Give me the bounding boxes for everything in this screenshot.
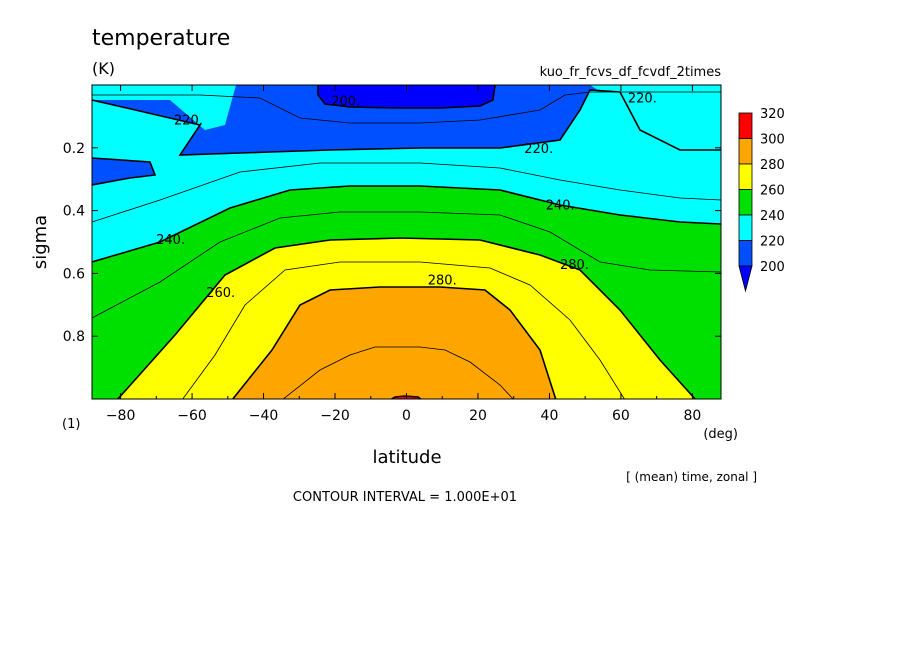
axis-tick-group: −80 −60 −40 −20 0 20 40 60 80 0.2 0.4 0.6 0.8 <box>63 85 721 424</box>
contour-line-layer <box>92 85 721 399</box>
y-tick-label: 0.2 <box>63 141 85 157</box>
chart-title: temperature <box>92 26 230 51</box>
contour-label: 260. <box>206 286 235 301</box>
contour-label: 220. <box>628 92 657 107</box>
contour-fill-layer <box>92 85 721 399</box>
units-label: (K) <box>92 59 115 78</box>
contour-line-270 <box>182 261 625 399</box>
x-tick-label: 20 <box>469 408 487 424</box>
y-axis-units: (1) <box>62 417 80 432</box>
contour-label: 280. <box>428 274 457 289</box>
run-label: kuo_fr_fcvs_df_fcvdf_2times <box>540 65 722 80</box>
averaging-note: [ (mean) time, zonal ] <box>626 470 757 484</box>
contour-line-260 <box>116 237 697 399</box>
contour-label: 280. <box>560 258 589 273</box>
colorbar-swatch <box>738 189 753 216</box>
y-tick-label: 0.4 <box>63 204 85 220</box>
x-tick-label: 60 <box>612 408 630 424</box>
y-tick-label: 0.6 <box>63 266 85 282</box>
contour-line-300 <box>390 395 422 399</box>
contour-line-200 <box>317 85 496 109</box>
colorbar-swatch <box>738 138 753 165</box>
contour-line-250 <box>92 211 721 319</box>
contour-line-220 <box>92 89 721 156</box>
contour-line-240 <box>92 185 721 263</box>
x-tick-label: −40 <box>249 408 279 424</box>
x-axis-units: (deg) <box>703 427 738 442</box>
x-tick-label: 80 <box>683 408 701 424</box>
contour-label: 220. <box>524 142 553 157</box>
colorbar-label: 220 <box>760 235 785 250</box>
y-axis-title: sigma <box>30 215 51 269</box>
colorbar-label: 200 <box>760 260 785 275</box>
contour-interval-note: CONTOUR INTERVAL = 1.000E+01 <box>293 490 517 505</box>
colorbar-label: 260 <box>760 184 785 199</box>
band-280-300 <box>232 287 556 399</box>
x-tick-label: −20 <box>320 408 350 424</box>
contour-label: 200. <box>331 95 360 110</box>
contour-label: 220. <box>174 114 203 129</box>
x-tick-label: −80 <box>106 408 136 424</box>
colorbar-swatch <box>738 163 753 190</box>
contour-line-220-tongue <box>92 157 157 186</box>
x-tick-label: −60 <box>177 408 207 424</box>
colorbar-label: 320 <box>760 107 785 122</box>
band-below-200 <box>318 85 495 108</box>
contour-label: 240. <box>546 198 575 213</box>
colorbar-swatch <box>738 112 753 139</box>
contour-line-210 <box>92 91 721 124</box>
colorbar-label: 300 <box>760 133 785 148</box>
colorbar-swatch <box>738 214 753 241</box>
x-axis-title: latitude <box>372 447 441 468</box>
colorbar-swatch <box>738 240 753 267</box>
colorbar: 320 300 280 260 240 220 200 <box>738 107 785 293</box>
contour-line-280 <box>231 286 557 399</box>
colorbar-label: 280 <box>760 158 785 173</box>
contour-label-group: 200. 220. 220. 220. 240. 240. 260. 280. 280. <box>156 92 657 302</box>
contour-line-230 <box>92 162 721 223</box>
x-tick-label: 0 <box>402 408 411 424</box>
colorbar-label: 240 <box>760 209 785 224</box>
contour-line-290 <box>282 346 514 399</box>
contour-label: 240. <box>156 233 185 248</box>
colorbar-underflow-triangle <box>738 265 753 293</box>
x-tick-label: 40 <box>541 408 559 424</box>
y-tick-label: 0.8 <box>63 329 85 345</box>
band-220-240-topright <box>590 85 721 150</box>
